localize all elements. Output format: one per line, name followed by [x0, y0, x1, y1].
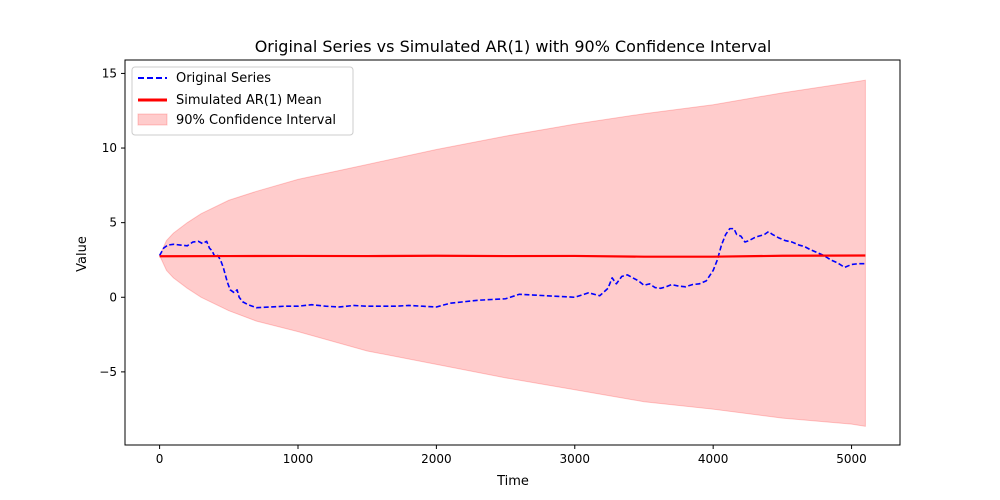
series-layer: [158, 227, 866, 309]
y-tick-label: 10: [102, 141, 117, 155]
legend-confidence-interval-swatch: [137, 113, 168, 126]
y-tick-label: 15: [102, 66, 117, 80]
y-tick-label: 5: [109, 216, 117, 230]
x-tick-label: 0: [156, 452, 164, 466]
x-tick-label: 2000: [421, 452, 452, 466]
y-tick-label: 0: [109, 290, 117, 304]
plot-area: [124, 59, 901, 446]
y-axis-label: Value: [75, 236, 90, 272]
legend-confidence-interval-label: 90% Confidence Interval: [176, 113, 336, 128]
90-confidence-interval-band: [159, 79, 866, 427]
legend-simulated-ar1-mean-label: Simulated AR(1) Mean: [176, 93, 322, 108]
y-axis: −5 0 5 10 15: [99, 66, 125, 379]
x-axis: 0 1000 2000 3000 4000 5000: [156, 445, 867, 466]
legend-box: [131, 66, 354, 136]
x-tick-label: 5000: [836, 452, 867, 466]
x-tick-label: 3000: [560, 452, 591, 466]
original-series-line: [158, 227, 866, 309]
y-tick-label: −5: [99, 365, 117, 379]
plot-frame: [124, 59, 901, 446]
confidence-band-layer: [159, 79, 866, 427]
legend: Original Series Simulated AR(1) Mean 90%…: [131, 66, 354, 136]
chart-title: Original Series vs Simulated AR(1) with …: [255, 37, 772, 56]
simulated-ar-1-mean-line: [159, 254, 866, 258]
x-tick-label: 4000: [698, 452, 729, 466]
x-tick-label: 1000: [283, 452, 314, 466]
x-axis-label: Time: [496, 474, 529, 489]
legend-original-series-label: Original Series: [176, 71, 271, 86]
